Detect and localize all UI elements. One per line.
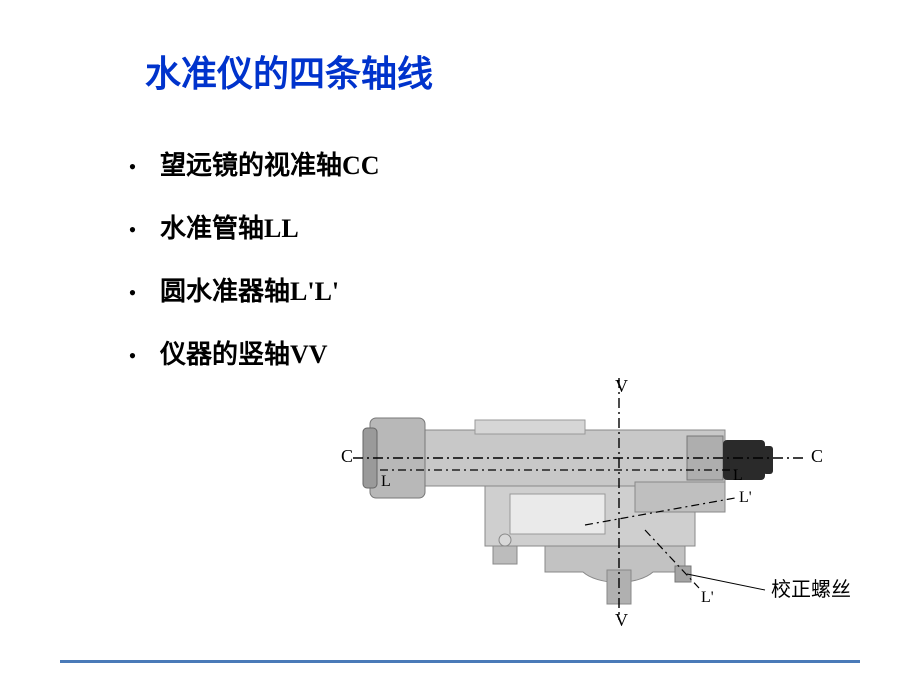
label-v-bottom: V [615,610,628,630]
bullet-text: 水准管轴LL [160,208,299,245]
instrument-figure: V V C C L L L' L' 校正螺丝 [335,370,895,630]
bullet-dot: • [105,154,160,180]
bullet-dot: • [105,343,160,369]
label-screw: 校正螺丝 [771,578,851,601]
list-item: • 望远镜的视准轴CC [105,145,380,182]
list-item: • 仪器的竖轴VV [105,334,380,371]
bullet-list: • 望远镜的视准轴CC • 水准管轴LL • 圆水准器轴L'L' • 仪器的竖轴… [105,145,380,397]
label-lp-bottom: L' [701,589,714,606]
label-c-left: C [341,446,353,466]
label-c-right: C [811,446,823,466]
page-title: 水准仪的四条轴线 [145,45,433,97]
bullet-text: 仪器的竖轴VV [160,334,328,371]
instrument-svg: V V C C L L L' L' 校正螺丝 [335,370,895,630]
label-l-left: L [381,473,391,490]
label-l-right: L [733,467,743,484]
bullet-text: 望远镜的视准轴CC [160,145,380,182]
label-v-top: V [615,376,628,396]
bullet-text: 圆水准器轴L'L' [160,271,339,308]
bullet-dot: • [105,217,160,243]
footer-divider [60,660,860,663]
list-item: • 圆水准器轴L'L' [105,271,380,308]
list-item: • 水准管轴LL [105,208,380,245]
bullet-dot: • [105,280,160,306]
label-lp-right: L' [739,489,752,506]
